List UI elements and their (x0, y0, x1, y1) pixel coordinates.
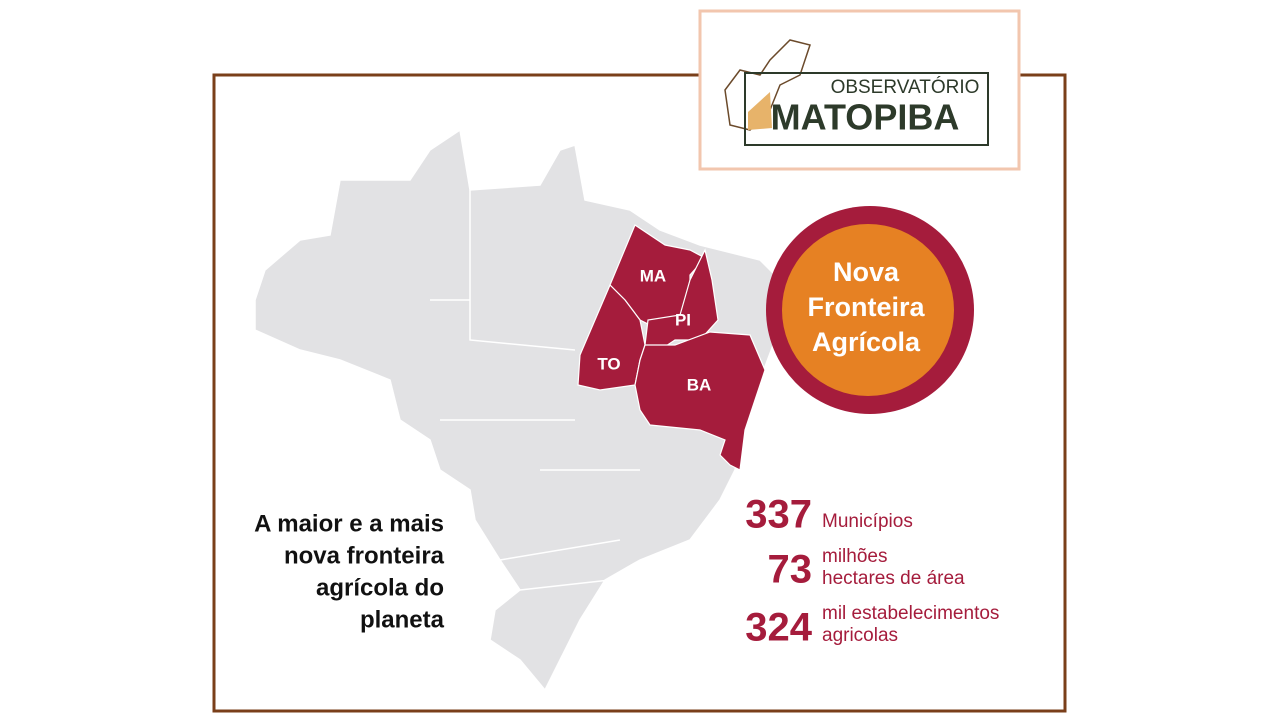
stat-label: milhões (822, 546, 887, 567)
tagline: agrícola do (316, 574, 444, 601)
stat-label: mil estabelecimentos (822, 603, 999, 624)
logo-box (698, 9, 1021, 171)
stat-number: 324 (745, 606, 812, 650)
stat-number: 73 (768, 548, 813, 592)
stat-label: hectares de área (822, 568, 965, 589)
badge-text: Fronteira (807, 292, 925, 322)
matopiba-states (577, 224, 766, 471)
state-label: BA (687, 375, 712, 394)
logo-frame (744, 72, 989, 146)
badge-text: Nova (833, 257, 900, 287)
state-borders (430, 190, 640, 591)
logo-line2: MATOPIBA (771, 97, 960, 138)
tagline: planeta (360, 606, 445, 633)
tagline: A maior e a mais (254, 510, 444, 537)
tagline: nova fronteira (284, 542, 445, 569)
stat-number: 337 (745, 493, 812, 537)
state-label: TO (597, 354, 620, 373)
state-label: MA (640, 266, 666, 285)
state-label: PI (675, 310, 691, 329)
logo-shape (748, 92, 772, 130)
stat-label: Municípios (822, 511, 913, 532)
badge-core (782, 224, 954, 396)
logo-drawing (724, 39, 811, 131)
badge-text: Agrícola (812, 327, 921, 357)
state-ba (634, 331, 766, 471)
stat-label: agricolas (822, 625, 898, 646)
logo-line1: OBSERVATÓRIO (831, 76, 980, 98)
